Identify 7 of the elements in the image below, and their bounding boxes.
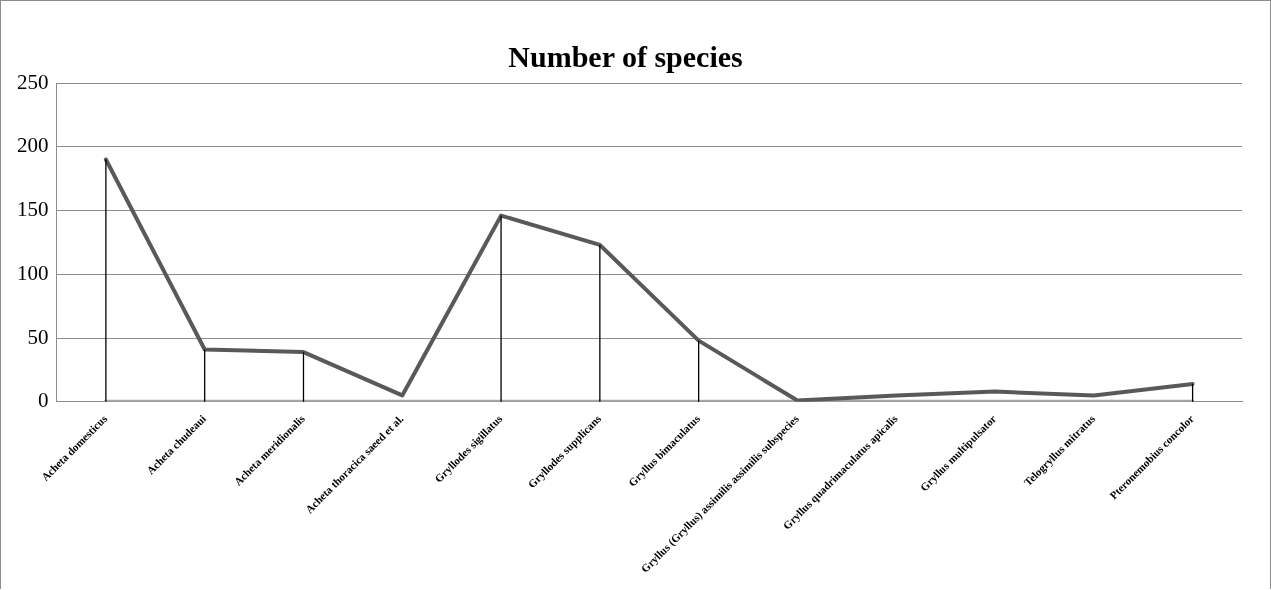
y-tick-label: 200 — [17, 133, 49, 158]
y-tick-label: 150 — [17, 197, 49, 222]
y-tick-label: 50 — [27, 324, 49, 349]
chart-title: Number of species — [508, 39, 743, 73]
y-tick-label: 250 — [17, 69, 49, 94]
y-tick-label: 0 — [38, 388, 49, 413]
y-tick-label: 100 — [17, 260, 49, 285]
